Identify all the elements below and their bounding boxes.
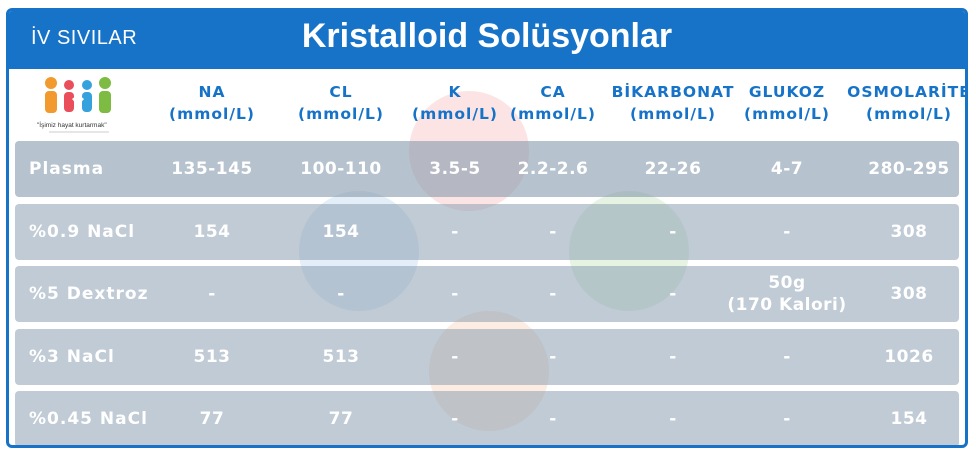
table-row: %0.9 NaCl 154 154 - - - - 308 xyxy=(15,204,959,260)
row-label: Plasma xyxy=(29,159,105,179)
row-label: %0.45 NaCl xyxy=(29,409,148,429)
row-label: %3 NaCl xyxy=(29,347,115,367)
column-header: GLUKOZ (mmol/L) xyxy=(717,81,857,125)
table-cell: - xyxy=(669,409,677,429)
table-cell: 77 xyxy=(328,409,354,429)
table-cell: - xyxy=(669,347,677,367)
column-name: K xyxy=(448,83,462,101)
column-unit: (mmol/L) xyxy=(744,105,830,123)
table-cell: - xyxy=(669,222,677,242)
table-row: %5 Dextroz - - - - - 50g (170 Kalori) 308 xyxy=(15,266,959,322)
table-cell: 513 xyxy=(193,347,231,367)
table-row: %0.45 NaCl 77 77 - - - - 154 xyxy=(15,391,959,445)
table-cell: 308 xyxy=(890,284,928,304)
table-cell: 135-145 xyxy=(171,159,253,179)
column-name: BİKARBONAT xyxy=(611,83,735,101)
table-cell: 100-110 xyxy=(300,159,382,179)
table-cell: 3.5-5 xyxy=(429,159,481,179)
logo-tagline: "İşimiz hayat kurtarmak" xyxy=(37,120,107,129)
column-unit: (mmol/L) xyxy=(298,105,384,123)
table-cell: 4-7 xyxy=(770,159,804,179)
table-row: %3 NaCl 513 513 - - - - 1026 xyxy=(15,329,959,385)
table-cell: - xyxy=(451,347,459,367)
table-cell: 77 xyxy=(199,409,225,429)
table-cell: - xyxy=(783,222,791,242)
table-cell: 22-26 xyxy=(644,159,702,179)
table-cell: 154 xyxy=(890,409,928,429)
table-cell: 154 xyxy=(322,222,360,242)
table-frame: İV SIVILAR Kristalloid Solüsyonlar "İşim… xyxy=(6,8,968,448)
table-cell: 1026 xyxy=(884,347,934,367)
column-header: CL (mmol/L) xyxy=(271,81,411,125)
column-unit: (mmol/L) xyxy=(169,105,255,123)
table-cell: - xyxy=(783,409,791,429)
table-cell: 50g (170 Kalori) xyxy=(727,273,847,315)
table-cell: - xyxy=(337,284,345,304)
header-bar: İV SIVILAR Kristalloid Solüsyonlar xyxy=(9,11,965,69)
column-unit: (mmol/L) xyxy=(412,105,498,123)
table-cell: - xyxy=(451,409,459,429)
column-unit: (mmol/L) xyxy=(510,105,596,123)
column-name: NA xyxy=(198,83,226,101)
row-label: %5 Dextroz xyxy=(29,284,149,304)
column-unit: (mmol/L) xyxy=(630,105,716,123)
column-name: OSMOLARİTE xyxy=(847,83,968,101)
column-header: CA (mmol/L) xyxy=(483,81,623,125)
table-cell: - xyxy=(208,284,216,304)
table-cell: - xyxy=(451,222,459,242)
row-label: %0.9 NaCl xyxy=(29,222,136,242)
page-title: Kristalloid Solüsyonlar xyxy=(301,17,673,55)
table-cell: 2.2-2.6 xyxy=(517,159,589,179)
column-unit: (mmol/L) xyxy=(866,105,952,123)
column-name: CL xyxy=(329,83,353,101)
table-cell: - xyxy=(783,347,791,367)
table-cell: - xyxy=(549,222,557,242)
column-name: CA xyxy=(540,83,566,101)
column-header: BİKARBONAT (mmol/L) xyxy=(603,81,743,125)
section-label: İV SIVILAR xyxy=(31,27,138,49)
table-cell: - xyxy=(549,347,557,367)
column-header: OSMOLARİTE (mmol/L) xyxy=(839,81,968,125)
table-cell: 280-295 xyxy=(868,159,950,179)
family-logo: "İşimiz hayat kurtarmak" xyxy=(37,77,111,133)
column-name: GLUKOZ xyxy=(748,83,826,101)
table-cell: 513 xyxy=(322,347,360,367)
table-cell: - xyxy=(451,284,459,304)
table-cell: - xyxy=(549,409,557,429)
column-header: K (mmol/L) xyxy=(385,81,525,125)
column-header: NA (mmol/L) xyxy=(142,81,282,125)
table-cell: - xyxy=(549,284,557,304)
table-cell: 308 xyxy=(890,222,928,242)
table-cell: 154 xyxy=(193,222,231,242)
table-row: Plasma 135-145 100-110 3.5-5 2.2-2.6 22-26 4-7… xyxy=(15,141,959,197)
table-cell: - xyxy=(669,284,677,304)
